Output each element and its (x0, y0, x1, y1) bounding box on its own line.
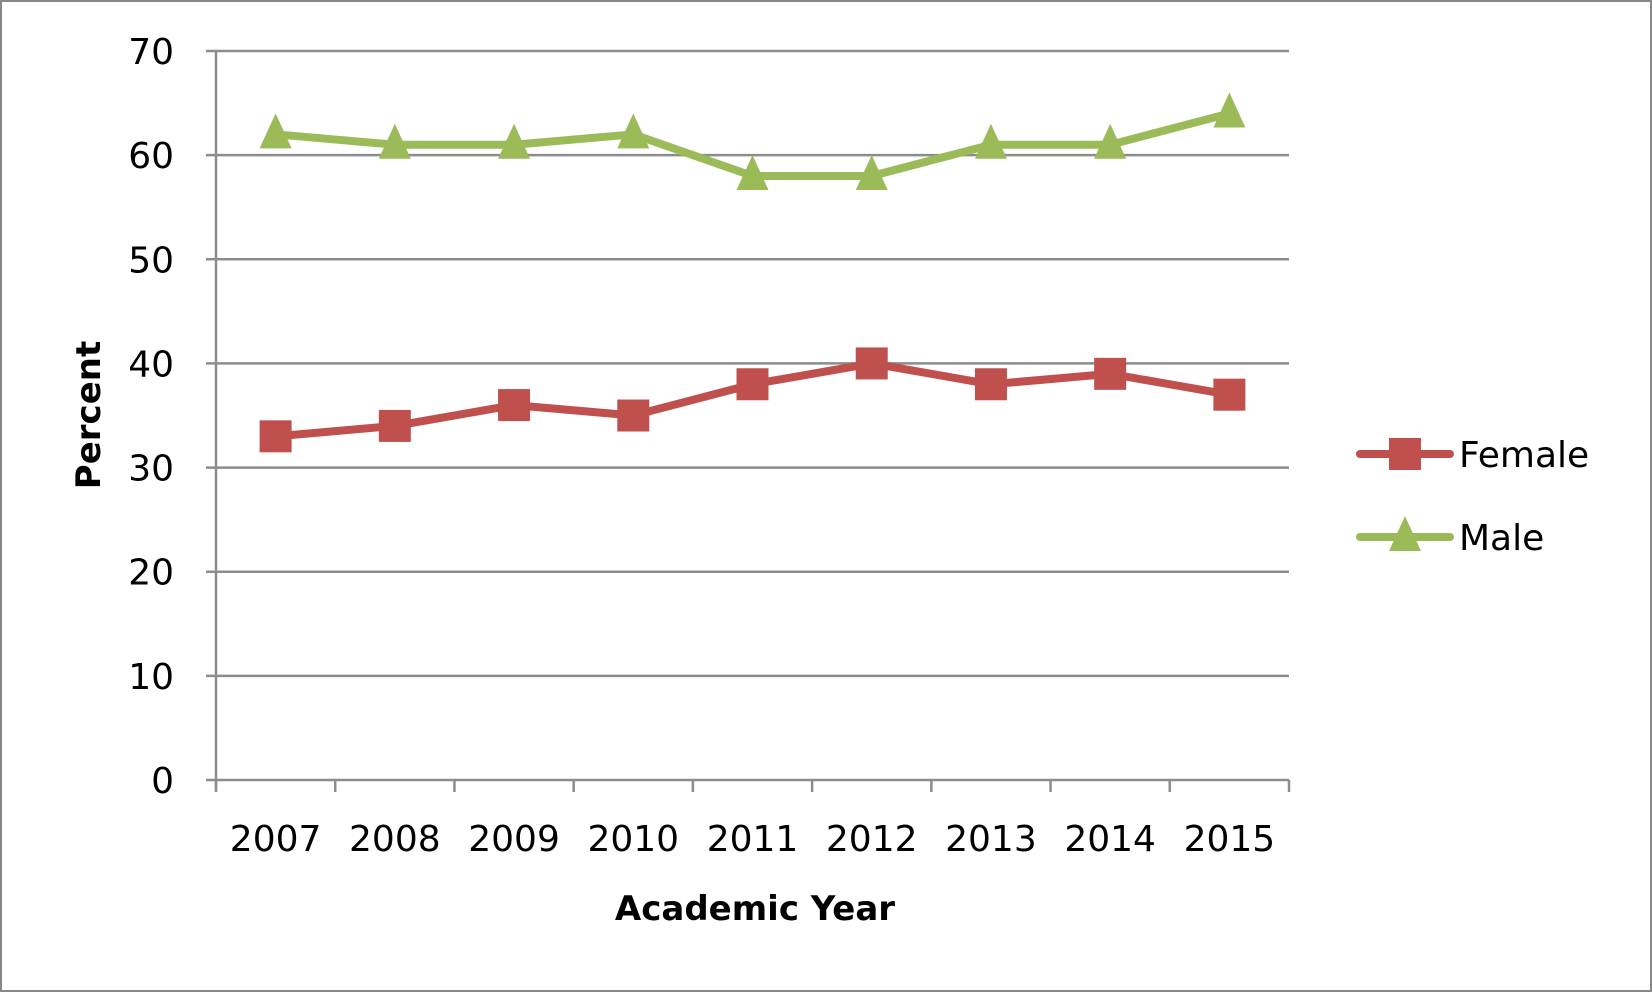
y-axis-title: Percent (69, 341, 109, 489)
square-marker (498, 389, 531, 422)
square-marker (1389, 438, 1421, 470)
square-marker (736, 368, 769, 401)
triangle-marker (498, 123, 531, 159)
triangle-marker (1094, 123, 1127, 159)
square-marker (378, 409, 411, 442)
y-tick-label: 70 (128, 32, 174, 73)
square-marker (1094, 357, 1127, 390)
y-tick-label: 0 (151, 761, 174, 802)
x-tick-label: 2013 (945, 819, 1037, 860)
square-marker (974, 368, 1007, 401)
square-marker (617, 399, 650, 432)
series-female (259, 347, 1246, 453)
x-tick-label: 2011 (707, 819, 799, 860)
x-tick-label: 2010 (587, 819, 679, 860)
y-tick-label: 50 (128, 240, 174, 281)
y-tick-label: 60 (128, 136, 174, 177)
legend-item-female: Female (1356, 435, 1589, 476)
y-tick-label: 10 (128, 657, 174, 698)
y-tick-label: 20 (128, 553, 174, 594)
square-marker (1213, 378, 1246, 411)
legend-label: Male (1459, 518, 1544, 559)
triangle-marker (855, 154, 888, 190)
triangle-marker (1389, 516, 1421, 551)
triangle-marker (736, 154, 769, 190)
x-tick-label: 2007 (230, 819, 322, 860)
legend: Female Male (1356, 435, 1589, 559)
y-tick-label: 30 (128, 449, 174, 490)
x-tick-label: 2009 (468, 819, 560, 860)
x-tick-label: 2012 (826, 819, 918, 860)
x-tick-label: 2015 (1184, 819, 1276, 860)
legend-item-male: Male (1356, 516, 1544, 559)
x-axis-title: Academic Year (615, 889, 895, 929)
triangle-marker (259, 113, 292, 149)
x-tick-label: 2014 (1064, 819, 1156, 860)
triangle-marker (974, 123, 1007, 159)
y-tick-label: 40 (128, 344, 174, 385)
square-marker (259, 420, 292, 453)
triangle-marker (1213, 92, 1246, 128)
square-marker (855, 347, 888, 380)
triangle-marker (378, 123, 411, 159)
legend-label: Female (1459, 435, 1589, 476)
x-tick-label: 2008 (349, 819, 441, 860)
series-male (259, 92, 1246, 190)
triangle-marker (617, 113, 650, 149)
